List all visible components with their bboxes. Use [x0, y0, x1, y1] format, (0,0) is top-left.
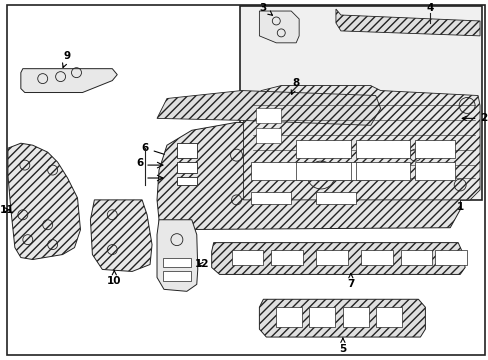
Polygon shape [21, 69, 117, 93]
Text: 9: 9 [62, 51, 71, 68]
Bar [342, 307, 368, 327]
Polygon shape [8, 143, 81, 260]
Text: 7: 7 [346, 274, 354, 289]
Bar [360, 249, 392, 265]
Polygon shape [243, 86, 479, 200]
Bar [355, 162, 409, 180]
Bar [315, 162, 370, 180]
Bar [375, 307, 401, 327]
Text: 8: 8 [290, 78, 299, 94]
Bar [256, 108, 281, 123]
Text: 6: 6 [141, 143, 164, 154]
Polygon shape [259, 299, 425, 337]
Bar [434, 249, 466, 265]
Polygon shape [177, 143, 196, 158]
Bar [251, 192, 290, 204]
Bar [276, 307, 302, 327]
Bar [163, 271, 190, 282]
Bar [400, 249, 431, 265]
Text: 10: 10 [107, 270, 122, 287]
Bar [251, 162, 305, 180]
Text: 12: 12 [194, 260, 208, 270]
Bar [239, 6, 481, 200]
Bar [271, 249, 303, 265]
Bar [231, 249, 263, 265]
Bar [296, 162, 350, 180]
Polygon shape [259, 11, 299, 43]
Polygon shape [157, 220, 197, 291]
Bar [163, 257, 190, 267]
Text: 5: 5 [339, 338, 346, 354]
Polygon shape [177, 177, 196, 185]
Bar [256, 128, 281, 143]
Polygon shape [157, 91, 380, 125]
Bar [355, 140, 409, 158]
Text: 3: 3 [259, 3, 272, 15]
Text: 11: 11 [0, 205, 14, 215]
Bar [415, 140, 454, 158]
Polygon shape [90, 200, 152, 271]
Bar [308, 307, 334, 327]
Text: 1: 1 [456, 202, 463, 212]
Polygon shape [335, 9, 479, 36]
Text: 4: 4 [426, 3, 433, 13]
Polygon shape [177, 162, 196, 173]
Polygon shape [211, 243, 464, 274]
Bar [315, 192, 355, 204]
Bar [415, 162, 454, 180]
Text: 6: 6 [136, 158, 143, 168]
Polygon shape [157, 122, 461, 230]
Bar [296, 140, 350, 158]
Text: 2: 2 [461, 113, 487, 123]
Bar [315, 249, 347, 265]
